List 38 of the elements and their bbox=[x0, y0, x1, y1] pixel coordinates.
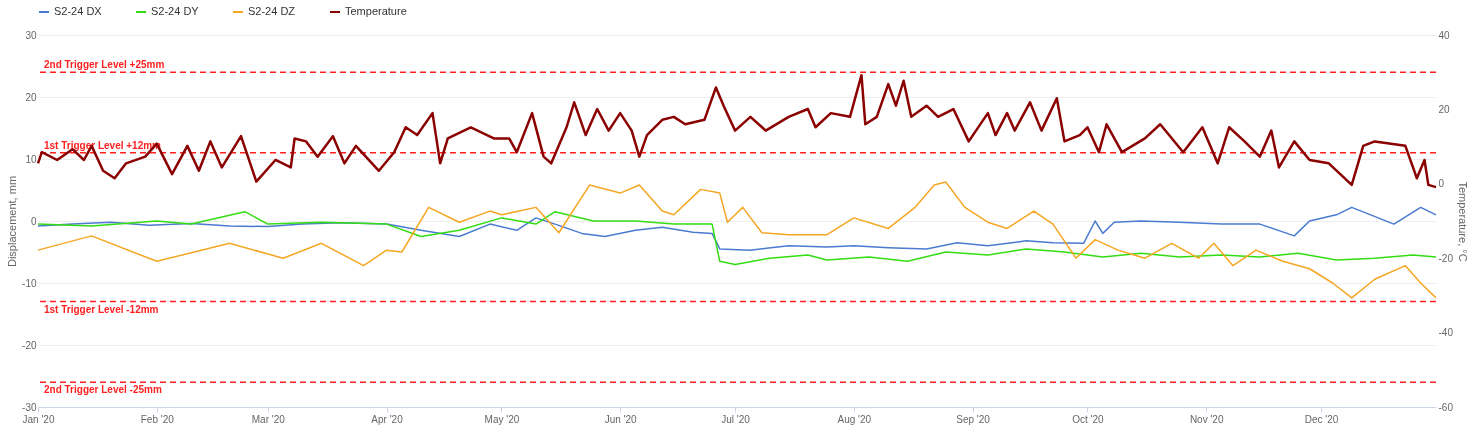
y-tick-label: 30 bbox=[25, 29, 37, 41]
legend-label: S2-24 DY bbox=[151, 5, 200, 17]
x-tick-label: May '20 bbox=[484, 413, 520, 425]
x-tick-label: Sep '20 bbox=[956, 413, 991, 425]
y2-tick-label: 20 bbox=[1438, 103, 1451, 115]
y-axis-title: Displacement, mm bbox=[6, 175, 19, 268]
line-series bbox=[37, 210, 1437, 266]
x-tick-label: Jun '20 bbox=[604, 413, 638, 425]
legend-label: S2-24 DX bbox=[54, 5, 103, 17]
y-tick-label: -20 bbox=[22, 339, 37, 351]
line-series bbox=[37, 206, 1437, 251]
x-tick-label: Oct '20 bbox=[1072, 413, 1105, 425]
x-tick-label: Aug '20 bbox=[837, 413, 872, 425]
y2-tick-label: 0 bbox=[1438, 178, 1445, 190]
y2-tick-label: -60 bbox=[1438, 401, 1454, 413]
y-tick-label: 10 bbox=[25, 153, 37, 165]
y-tick-label: -30 bbox=[22, 401, 37, 413]
y-tick-label: 20 bbox=[25, 91, 37, 103]
ref-line-label: 1st Trigger Level -12mm bbox=[44, 303, 159, 315]
y2-tick-label: 40 bbox=[1438, 29, 1451, 41]
x-tick-label: Jan '20 bbox=[22, 413, 55, 425]
x-tick-label: Jul '20 bbox=[721, 413, 751, 425]
line-series bbox=[36, 73, 1438, 189]
line-series bbox=[37, 181, 1437, 299]
ref-line-label: 2nd Trigger Level -25mm bbox=[44, 384, 162, 396]
x-tick-label: Feb '20 bbox=[140, 413, 175, 425]
x-tick-label: Nov '20 bbox=[1189, 413, 1224, 425]
y-tick-label: 0 bbox=[30, 215, 37, 227]
legend-label: S2-24 DZ bbox=[248, 5, 296, 17]
x-tick-label: Dec '20 bbox=[1304, 413, 1339, 425]
y2-tick-label: -20 bbox=[1438, 252, 1454, 264]
x-tick-label: Apr '20 bbox=[371, 413, 404, 425]
y2-tick-label: -40 bbox=[1438, 327, 1454, 339]
legend-label: Temperature bbox=[345, 5, 407, 17]
ref-line-label: 2nd Trigger Level +25mm bbox=[44, 59, 165, 71]
x-tick-label: Mar '20 bbox=[251, 413, 286, 425]
y-tick-label: -10 bbox=[22, 277, 37, 289]
y2-axis-title: Temperature, °C bbox=[1456, 181, 1469, 262]
